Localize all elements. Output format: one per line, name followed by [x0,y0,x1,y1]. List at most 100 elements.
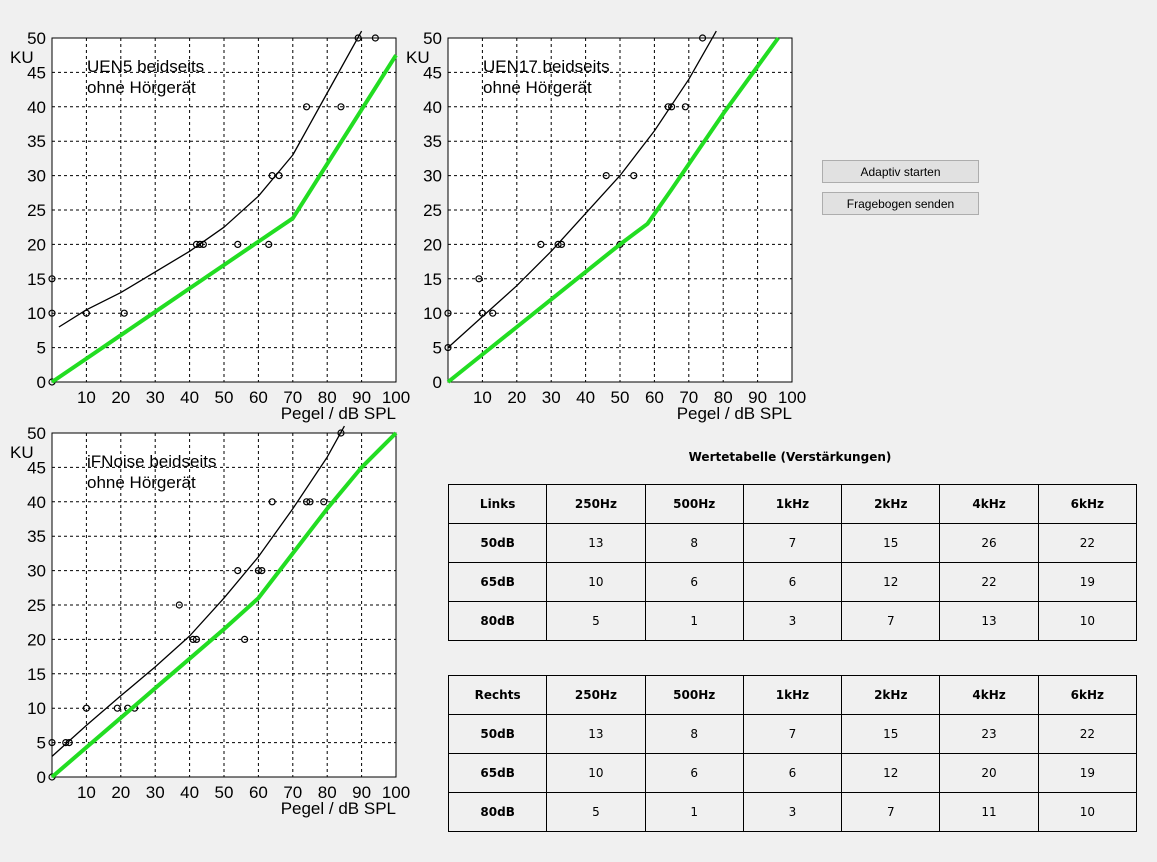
table-cell: 19 [1037,562,1138,602]
data-point [444,344,452,352]
fit-curve [58,30,363,328]
y-tick-label: 10 [27,304,46,323]
y-tick-label: 15 [423,270,442,289]
y-tick-label: 5 [37,339,46,358]
data-point [306,498,314,506]
x-axis-label: Pegel / dB SPL [281,404,396,423]
chart-title: UEN17 beidseits [483,57,610,76]
table-rechts: Rechts 250Hz 500Hz 1kHz 2kHz 4kHz 6kHz 5… [447,675,1138,832]
table-cell: 20 [939,753,1039,793]
y-tick-label: 30 [27,562,46,581]
target-line [446,36,780,384]
data-point [371,34,379,42]
x-tick-label: 100 [382,388,410,407]
table-row: 50dB 13 8 7 15 26 22 [447,523,1138,563]
table-header-cell: 500Hz [644,484,744,524]
table-cell: 10 [546,753,646,793]
y-tick-label: 20 [27,235,46,254]
row-label: 50dB [447,714,548,754]
data-point [302,103,311,111]
data-point [681,103,689,111]
chart-subtitle: ohne Hörgerät [87,78,196,97]
plot-frame [447,37,793,383]
x-tick-label: 80 [714,388,733,407]
table-cell: 23 [939,714,1039,754]
x-tick-label: 70 [283,783,302,802]
x-tick-label: 90 [352,783,371,802]
data-point [554,240,562,248]
x-tick-label: 30 [146,783,165,802]
table-header-cell: 4kHz [939,675,1039,715]
table-header-cell: 250Hz [546,484,646,524]
table-cell: 3 [742,601,843,641]
target-line [50,431,398,779]
y-tick-label: 30 [27,167,46,186]
plot-frame [51,432,397,778]
y-tick-label: 40 [27,98,46,117]
chart-title: iFNoise beidseits [87,452,216,471]
table-cell: 22 [1037,714,1138,754]
y-tick-label: 25 [423,201,442,220]
data-point [189,635,197,644]
table-cell: 3 [742,792,843,832]
table-cell: 13 [939,601,1039,641]
table-cell: 13 [546,714,646,754]
chart-subtitle: ohne Hörgerät [483,78,592,97]
table-header-cell: 6kHz [1037,484,1138,524]
y-axis-label: KU [10,443,34,462]
data-point [537,240,545,248]
x-tick-label: 70 [679,388,698,407]
data-point [175,601,183,609]
y-tick-label: 20 [423,235,442,254]
x-tick-label: 50 [215,388,234,407]
data-point [444,309,452,317]
x-tick-label: 80 [318,388,337,407]
y-tick-label: 5 [433,339,442,358]
data-point [196,240,204,248]
table-cell: 10 [1037,601,1138,641]
data-point [241,635,249,644]
y-tick-label: 45 [423,63,442,82]
fit-curve [51,425,345,757]
table-header-cell: 1kHz [742,484,843,524]
y-tick-label: 40 [423,98,442,117]
fit-curve [447,30,717,349]
table-cell: 11 [939,792,1039,832]
x-tick-label: 20 [507,388,526,407]
y-tick-label: 15 [27,665,46,684]
table-cell: 7 [742,714,843,754]
x-tick-label: 20 [111,388,130,407]
table-header-cell: 6kHz [1037,675,1138,715]
x-tick-label: 10 [77,388,96,407]
table-cell: 6 [644,562,744,602]
fragebogen-send-button[interactable]: Fragebogen senden [822,192,979,215]
table-cell: 10 [546,562,646,602]
data-point [65,738,73,747]
plot-frame [51,37,397,383]
data-point [302,498,311,506]
x-tick-label: 40 [180,783,199,802]
table-cell: 1 [644,601,744,641]
table-cell: 12 [841,562,941,602]
y-tick-label: 15 [27,270,46,289]
y-tick-label: 0 [37,373,46,392]
chart-title: UEN5 beidseits [87,57,204,76]
x-tick-label: 30 [146,388,165,407]
table-header-cell: 250Hz [546,675,646,715]
data-point [337,429,345,437]
x-tick-label: 60 [249,388,268,407]
target-line [50,54,398,384]
table-header-cell: 2kHz [841,675,941,715]
table-header-cell: 4kHz [939,484,1039,524]
table-header-cell: 2kHz [841,484,941,524]
x-axis-label: Pegel / dB SPL [281,799,396,818]
adaptiv-start-button[interactable]: Adaptiv starten [822,160,979,183]
table-cell: 5 [546,792,646,832]
plot-background [52,433,396,777]
table-header-cell: Links [447,484,548,524]
y-tick-label: 0 [37,768,46,787]
x-tick-label: 50 [215,783,234,802]
x-tick-label: 20 [111,783,130,802]
y-tick-label: 5 [37,734,46,753]
data-point [254,566,262,575]
